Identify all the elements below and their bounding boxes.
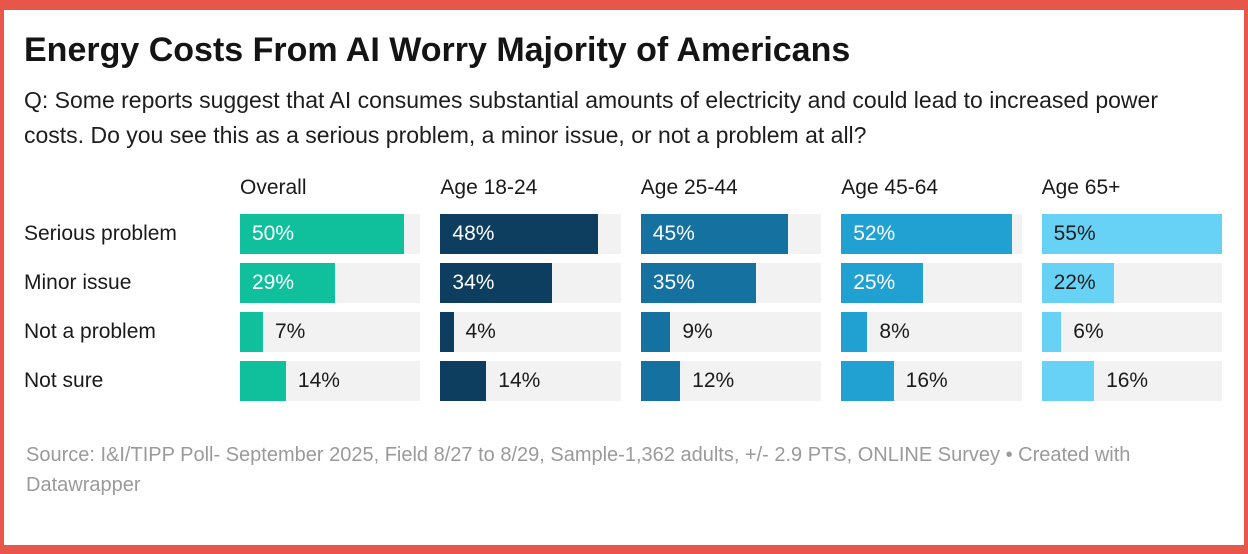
value-label: 16% bbox=[1106, 369, 1149, 393]
value-label: 52% bbox=[853, 222, 896, 246]
bar-chart: Overall Age 18-24 Age 25-44 Age 45-64 Age 65… bbox=[24, 176, 1222, 402]
bar bbox=[1041, 361, 1095, 402]
bar bbox=[440, 312, 454, 353]
bar-track: 22% bbox=[1041, 263, 1222, 304]
value-label: 12% bbox=[692, 369, 735, 393]
bar-track: 6% bbox=[1041, 312, 1222, 353]
bar bbox=[440, 214, 598, 255]
value-label: 8% bbox=[879, 320, 910, 344]
value-label: 4% bbox=[465, 320, 496, 344]
value-label: 55% bbox=[1053, 222, 1096, 246]
value-label: 34% bbox=[452, 271, 495, 295]
value-label: 25% bbox=[853, 271, 896, 295]
bar bbox=[240, 312, 263, 353]
value-label: 14% bbox=[498, 369, 541, 393]
column-header: Age 45-64 bbox=[841, 176, 939, 200]
value-label: 14% bbox=[297, 369, 340, 393]
bar-track: 9% bbox=[640, 312, 822, 353]
source-note: Source: I&I/TIPP Poll- September 2025, F… bbox=[26, 444, 1131, 497]
bar bbox=[1041, 214, 1222, 255]
bar bbox=[640, 361, 681, 402]
value-label: 29% bbox=[252, 271, 295, 295]
bar-track: 16% bbox=[1041, 361, 1222, 402]
column-header: Age 25-44 bbox=[640, 176, 738, 200]
value-label: 45% bbox=[652, 222, 695, 246]
value-label: 6% bbox=[1073, 320, 1104, 344]
bar-track: 45% bbox=[640, 214, 822, 255]
column-header: Age 18-24 bbox=[440, 176, 538, 200]
bar-track: 34% bbox=[440, 263, 621, 304]
bar-track: 50% bbox=[240, 214, 421, 255]
value-label: 48% bbox=[452, 222, 495, 246]
bar bbox=[640, 312, 671, 353]
bar bbox=[440, 361, 487, 402]
bar bbox=[1041, 263, 1114, 304]
row-label: Not sure bbox=[24, 369, 104, 393]
bar bbox=[440, 263, 552, 304]
value-label: 16% bbox=[905, 369, 948, 393]
row-label: Not a problem bbox=[24, 320, 156, 344]
bar bbox=[640, 263, 756, 304]
value-label: 7% bbox=[274, 320, 306, 344]
value-label: 50% bbox=[252, 222, 295, 246]
bar bbox=[841, 361, 894, 402]
bar-track: 12% bbox=[640, 361, 822, 402]
bar bbox=[240, 214, 404, 255]
bar bbox=[240, 361, 286, 402]
bar-track: 55% bbox=[1041, 214, 1222, 255]
bar-track: 7% bbox=[240, 312, 421, 353]
bar-track: 29% bbox=[240, 263, 421, 304]
value-label: 35% bbox=[652, 271, 695, 295]
bar bbox=[1041, 312, 1062, 353]
bar-track: 14% bbox=[440, 361, 621, 402]
value-label: 22% bbox=[1053, 271, 1096, 295]
value-label: 9% bbox=[682, 320, 713, 344]
bar-track: 16% bbox=[841, 361, 1022, 402]
bar-track: 48% bbox=[440, 214, 621, 255]
bar-track: 25% bbox=[841, 263, 1022, 304]
bar-track: 8% bbox=[841, 312, 1022, 353]
row-label: Serious problem bbox=[24, 222, 177, 246]
column-header: Overall bbox=[240, 176, 307, 200]
bar-track: 52% bbox=[841, 214, 1022, 255]
bar bbox=[841, 312, 868, 353]
row-label: Minor issue bbox=[24, 271, 132, 295]
column-header-spacer bbox=[24, 200, 220, 205]
bar bbox=[841, 214, 1012, 255]
column-header: Age 65+ bbox=[1041, 176, 1121, 200]
bar bbox=[841, 263, 924, 304]
bar-track: 4% bbox=[440, 312, 621, 353]
bar-track: 35% bbox=[640, 263, 822, 304]
bar bbox=[640, 214, 789, 255]
bar-track: 14% bbox=[240, 361, 421, 402]
chart-subtitle: Q: Some reports suggest that AI consumes… bbox=[24, 87, 1158, 148]
page-title: Energy Costs From AI Worry Majority of A… bbox=[24, 31, 851, 69]
bar bbox=[240, 263, 336, 304]
